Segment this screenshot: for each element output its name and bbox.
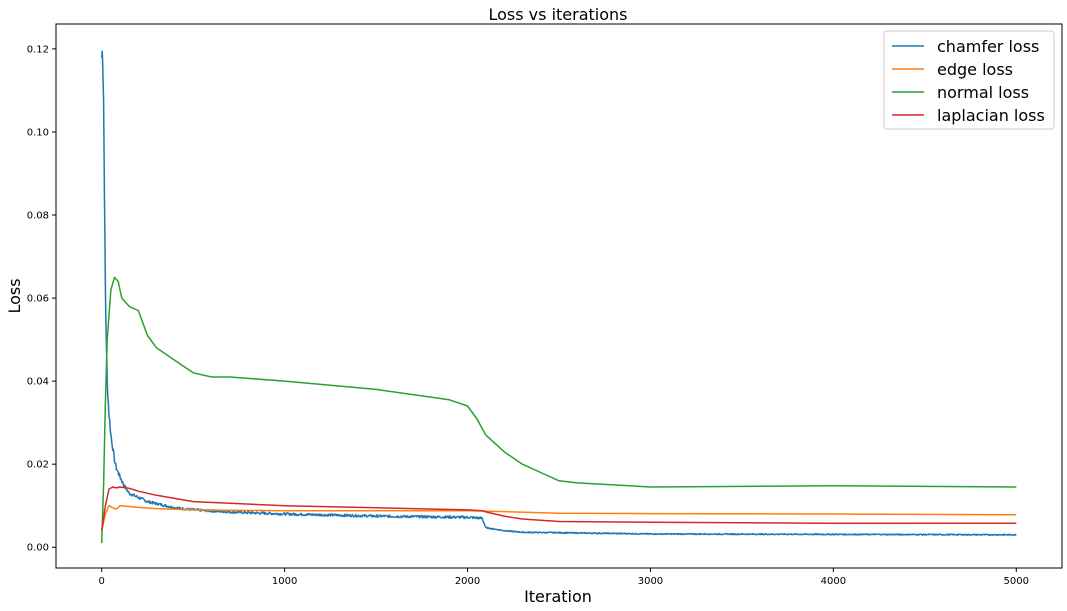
legend: chamfer loss edge loss normal loss laplacia…: [883, 30, 1055, 130]
x-tick-label: 1000: [272, 576, 297, 587]
y-tick-label: 0.00: [27, 543, 49, 554]
x-tick-label: 0: [99, 576, 105, 587]
y-tick-label: 0.02: [27, 460, 49, 471]
x-tick-label: 5000: [1004, 576, 1029, 587]
series-line-laplacian-loss: [100, 486, 1017, 531]
x-tick-label: 2000: [455, 576, 480, 587]
legend-label: laplacian loss: [937, 106, 1045, 125]
series-line-normal-loss: [100, 276, 1017, 544]
plot-frame: [55, 23, 1063, 569]
series-line-edge-loss: [100, 504, 1017, 531]
legend-box: [883, 30, 1055, 130]
chart-title: Loss vs iterations: [489, 5, 628, 24]
legend-label: normal loss: [937, 83, 1029, 102]
x-tick-label: 3000: [638, 576, 663, 587]
y-tick-label: 0.12: [27, 44, 49, 55]
y-axis-label: Loss: [5, 278, 24, 313]
y-tick-label: 0.06: [27, 294, 49, 305]
x-axis: 0 1000 2000 3000 4000 5000: [99, 568, 1029, 587]
x-tick-label: 4000: [821, 576, 846, 587]
legend-label: edge loss: [937, 60, 1013, 79]
y-tick-label: 0.08: [27, 211, 49, 222]
legend-label: chamfer loss: [937, 37, 1039, 56]
series-line-chamfer-loss: [100, 50, 1017, 536]
x-axis-label: Iteration: [524, 587, 592, 606]
y-axis: 0.00 0.02 0.04 0.06 0.08 0.10 0.12: [27, 44, 56, 554]
y-tick-label: 0.10: [27, 127, 49, 138]
y-tick-label: 0.04: [27, 377, 49, 388]
